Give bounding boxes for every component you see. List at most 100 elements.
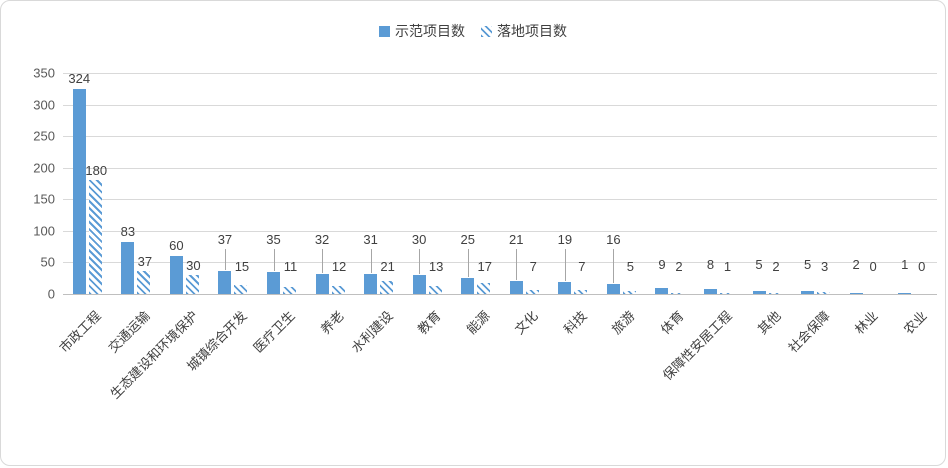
bar-value-label: 5 <box>626 259 634 274</box>
legend-label: 落地项目数 <box>497 23 567 39</box>
hatched-bar <box>331 286 345 294</box>
x-axis-label: 文化 <box>512 308 542 338</box>
bar-value-label: 5 <box>755 257 763 272</box>
label-leader-line <box>613 249 615 283</box>
bar-value-label: 83 <box>120 223 136 239</box>
bar-value-label: 2 <box>852 257 860 272</box>
gridline <box>63 104 937 106</box>
label-leader-line <box>419 249 421 275</box>
solid-bar <box>315 273 329 294</box>
legend-item: 示范项目数 <box>379 21 465 41</box>
bar-value-label: 324 <box>68 71 91 87</box>
bar-value-label: 13 <box>428 259 444 274</box>
hatched-bar <box>622 290 636 294</box>
solid-bar <box>461 278 475 294</box>
bar-value-label: 11 <box>283 259 298 274</box>
y-axis-tick: 200 <box>33 160 55 176</box>
bar-value-label: 2 <box>772 259 780 274</box>
x-axis-label: 教育 <box>414 308 444 338</box>
label-leader-line <box>322 249 324 273</box>
bar-value-label: 5 <box>803 257 812 272</box>
y-axis-tick: 250 <box>33 128 55 144</box>
solid-bar <box>169 256 183 294</box>
solid-bar <box>218 270 232 294</box>
hatched-bar <box>768 292 782 294</box>
label-leader-line <box>224 249 226 270</box>
x-axis-label: 旅游 <box>609 308 639 338</box>
gridline <box>63 136 937 138</box>
legend-swatch-solid <box>379 25 390 37</box>
hatched-bar <box>283 287 296 294</box>
solid-bar <box>509 280 523 294</box>
bar-value-label: 30 <box>411 232 427 247</box>
x-axis-label: 其他 <box>754 308 784 338</box>
bar-value-label: 16 <box>606 232 621 247</box>
hatched-bar <box>137 270 151 294</box>
bar-value-label: 12 <box>331 259 347 274</box>
hatched-bar <box>671 292 685 294</box>
y-axis-tick: 150 <box>33 191 55 207</box>
solid-bar <box>72 89 86 294</box>
legend-item: 落地项目数 <box>481 21 567 41</box>
hatched-bar <box>234 284 248 294</box>
hatched-bar <box>380 280 394 294</box>
x-axis-label: 能源 <box>463 308 493 338</box>
x-axis-label: 体育 <box>657 308 687 338</box>
bar-value-label: 7 <box>578 259 586 274</box>
bar-value-label: 17 <box>477 259 492 274</box>
hatched-bar <box>720 293 733 294</box>
bar-value-label: 37 <box>137 253 153 269</box>
bar-value-label: 7 <box>529 259 537 274</box>
x-axis-line <box>63 294 937 295</box>
bar-value-label: 21 <box>509 232 524 247</box>
gridline <box>63 199 937 201</box>
hatched-bar <box>428 285 442 294</box>
bar-value-label: 37 <box>217 232 233 247</box>
y-axis-tick: 100 <box>33 223 55 239</box>
gridline <box>63 262 937 264</box>
bar-value-label: 9 <box>658 257 666 272</box>
bar-value-label: 25 <box>460 232 475 247</box>
solid-bar <box>655 288 669 294</box>
bar-value-label: 1 <box>723 259 732 274</box>
x-axis-label: 医疗卫生 <box>250 308 299 356</box>
y-axis-tick: 0 <box>47 286 55 302</box>
y-axis-tick: 300 <box>33 97 55 113</box>
solid-bar <box>898 293 912 294</box>
y-axis-tick: 350 <box>33 65 55 81</box>
solid-bar <box>801 290 815 294</box>
solid-bar <box>558 282 572 294</box>
x-axis-label: 市政工程 <box>56 308 105 356</box>
bar-value-label: 35 <box>266 232 281 247</box>
hatched-bar <box>574 289 588 294</box>
solid-bar <box>121 241 135 294</box>
x-axis-label: 农业 <box>900 308 930 338</box>
hatched-bar <box>185 275 199 294</box>
bar-value-label: 32 <box>314 232 330 247</box>
label-leader-line <box>564 249 566 281</box>
gridline <box>63 230 937 232</box>
bar-value-label: 21 <box>380 259 395 274</box>
bar-value-label: 180 <box>85 163 108 179</box>
x-axis-label: 水利建设 <box>347 308 396 356</box>
solid-bar <box>704 288 717 294</box>
label-leader-line <box>273 249 275 271</box>
x-axis-label: 社会保障 <box>784 308 833 356</box>
bar-value-label: 2 <box>675 259 683 274</box>
label-leader-line <box>516 249 518 280</box>
solid-bar <box>267 271 280 294</box>
bar-value-label: 31 <box>363 232 378 247</box>
hatched-bar <box>817 292 831 294</box>
hatched-bar <box>525 289 539 294</box>
solid-bar <box>849 292 863 294</box>
chart-legend: 示范项目数 落地项目数 <box>1 21 945 41</box>
bar-value-label: 19 <box>557 232 573 247</box>
solid-bar <box>364 274 378 294</box>
bar-value-label: 1 <box>901 257 909 272</box>
legend-swatch-hatch <box>481 25 492 37</box>
y-axis-tick: 50 <box>40 254 55 270</box>
bar-value-label: 0 <box>869 259 877 274</box>
gridline <box>63 167 937 169</box>
label-leader-line <box>370 249 372 274</box>
x-axis-label: 林业 <box>851 308 881 338</box>
